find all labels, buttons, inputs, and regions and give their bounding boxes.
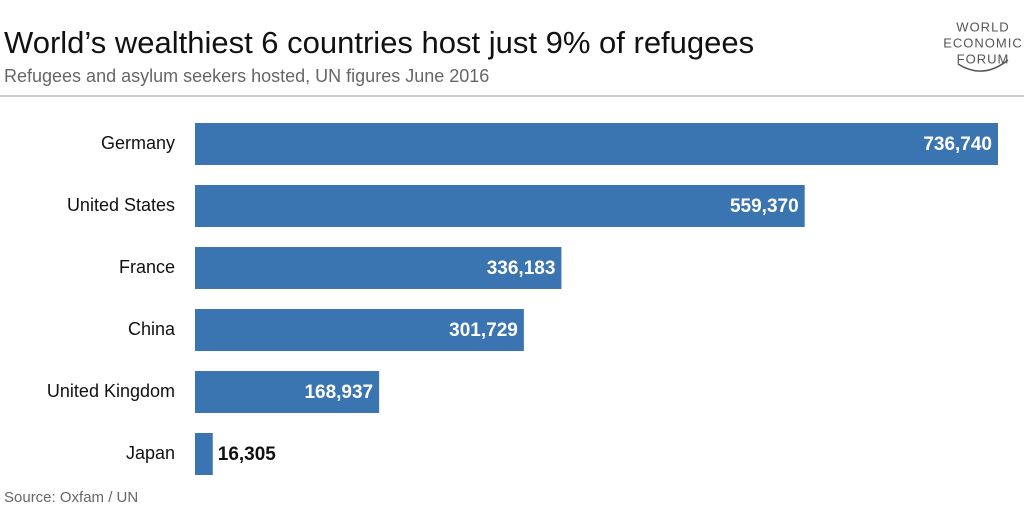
y-tick-label: Japan [126, 443, 175, 463]
bar [195, 371, 380, 413]
data-label: 336,183 [487, 258, 556, 279]
chart-subtitle: Refugees and asylum seekers hosted, UN f… [4, 66, 489, 86]
y-tick-label: Germany [101, 133, 175, 153]
y-tick-label: France [119, 257, 175, 277]
data-label: 301,729 [449, 320, 518, 341]
logo-text: WORLD [956, 19, 1009, 34]
bar [195, 185, 805, 227]
source: Source: Oxfam / UN [4, 489, 138, 506]
logo-text: FORUM [957, 51, 1010, 66]
bar [195, 309, 524, 351]
bar [195, 247, 562, 289]
bar [195, 433, 213, 475]
data-label: 559,370 [730, 196, 799, 217]
data-label: 736,740 [923, 134, 992, 155]
y-tick-label: United States [67, 195, 175, 215]
y-tick-label: United Kingdom [47, 381, 175, 401]
logo-arc [957, 59, 1009, 72]
chart-title: World’s wealthiest 6 countries host just… [4, 25, 754, 60]
logo-text: ECONOMIC [943, 35, 1023, 50]
bar [195, 123, 998, 165]
data-label: 16,305 [218, 444, 277, 465]
data-label: 168,937 [304, 382, 373, 403]
y-tick-label: China [128, 319, 176, 339]
logo: WORLD ECONOMIC FORUM [943, 19, 1023, 66]
